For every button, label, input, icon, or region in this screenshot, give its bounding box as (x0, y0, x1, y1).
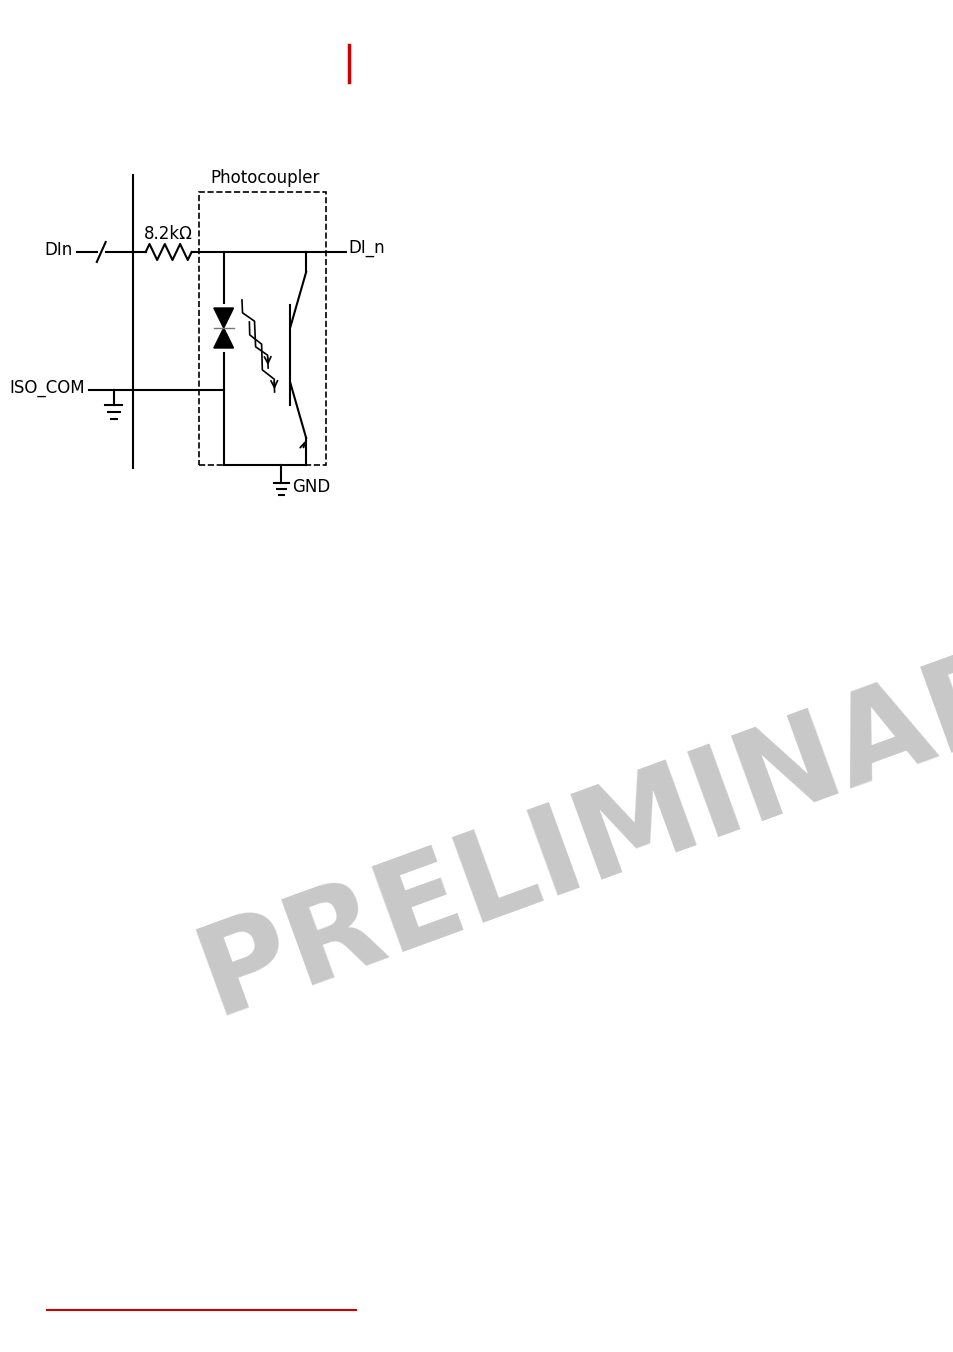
Text: DIn: DIn (45, 241, 73, 260)
Text: 8.2kΩ: 8.2kΩ (144, 224, 193, 243)
Text: GND: GND (292, 479, 331, 496)
Bar (198, 192, 326, 465)
Text: Photocoupler: Photocoupler (210, 169, 319, 187)
Polygon shape (213, 308, 233, 329)
Text: PRELIMINARY: PRELIMINARY (183, 600, 953, 1040)
Text: ISO_COM: ISO_COM (10, 379, 85, 397)
Polygon shape (213, 329, 233, 347)
Text: DI_n: DI_n (348, 239, 385, 257)
